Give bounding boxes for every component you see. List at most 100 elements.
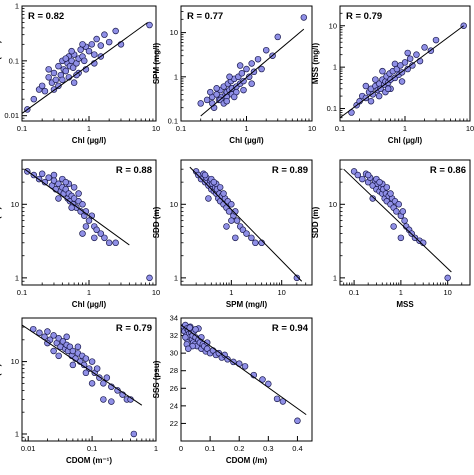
- data-point: [248, 80, 255, 87]
- data-point: [240, 86, 247, 94]
- data-point: [273, 395, 281, 403]
- x-axis-label: Chl (µg/l): [388, 136, 423, 145]
- x-tick-label: 0.1: [349, 288, 359, 297]
- y-tick-label: 0.1: [9, 56, 19, 65]
- x-tick-label: 10: [152, 288, 160, 297]
- data-point: [105, 239, 113, 247]
- data-point: [232, 208, 239, 215]
- data-point: [223, 97, 231, 105]
- data-point: [398, 78, 406, 85]
- y-axis-label: SDD (m): [0, 363, 2, 395]
- data-point: [404, 49, 411, 57]
- data-point: [55, 335, 62, 342]
- x-tick-label: 0.1: [205, 444, 215, 453]
- scatter-panel-chl-spm: 0.1 1 10 0.1 1 10 Chl (µg/l) SPM (mg/l) R = 0.77: [143, 5, 316, 155]
- data-point: [97, 230, 105, 237]
- y-tick-label: 10: [329, 200, 337, 209]
- y-tick-label: 1: [15, 273, 19, 282]
- data-point: [146, 274, 153, 282]
- data-point: [182, 334, 189, 341]
- data-point: [213, 85, 220, 92]
- data-point: [393, 208, 400, 215]
- scatter-panel-spm-sdd: 1 10 1 10 SPM (mg/l) SDD (m) R = 0.89: [143, 159, 316, 319]
- data-point: [300, 14, 308, 21]
- data-point: [62, 55, 70, 62]
- data-point: [236, 62, 244, 69]
- regression-line: [24, 168, 130, 246]
- scatter-plot-svg: 0.1 1 10 1 10 MSS SDD (m) R = 0.86: [311, 159, 471, 309]
- data-point: [238, 70, 246, 77]
- y-tick-label: 1: [15, 429, 19, 438]
- data-point: [369, 91, 377, 98]
- regression-line: [22, 324, 143, 406]
- data-point: [203, 96, 211, 104]
- data-point: [62, 178, 70, 186]
- x-tick-label: 1: [154, 444, 158, 453]
- data-point: [293, 274, 301, 282]
- data-point: [379, 67, 386, 75]
- data-point: [362, 82, 370, 90]
- y-tick-label: 34: [170, 314, 178, 323]
- scatter-plot-svg: 0.1 1 10 0.1 1 10 Chl (µg/l) MSS (mg/l) R = 0.79: [311, 5, 474, 145]
- x-tick-label: 1: [229, 288, 233, 297]
- x-axis-label: MSS: [396, 300, 414, 309]
- data-point: [248, 234, 255, 242]
- data-point: [369, 195, 376, 202]
- data-point: [432, 36, 440, 44]
- data-point: [62, 67, 70, 75]
- data-point: [101, 31, 108, 38]
- scatter-plot-svg: 0.1 1 10 0.01 0.1 1 Chl (µg/l) CDOM (m⁻¹) R = 0.…: [0, 2, 160, 146]
- data-point: [69, 64, 77, 71]
- data-point: [50, 347, 57, 355]
- data-point: [205, 195, 212, 202]
- data-point: [50, 69, 58, 77]
- regression-line: [22, 22, 148, 114]
- data-point: [401, 59, 409, 66]
- data-point: [232, 234, 239, 242]
- x-tick-label: 0.4: [292, 444, 302, 453]
- data-point: [364, 171, 372, 179]
- data-point: [77, 46, 84, 53]
- data-point: [130, 430, 138, 438]
- data-point: [221, 351, 228, 359]
- data-point: [45, 66, 52, 73]
- data-point: [85, 47, 93, 55]
- data-point: [444, 274, 451, 282]
- scatter-panel-mss-sdd: 0.1 1 10 1 10 MSS SDD (m) R = 0.86: [302, 159, 474, 319]
- points-group: [181, 321, 307, 425]
- data-point: [203, 345, 211, 353]
- data-point: [101, 234, 108, 242]
- data-point: [59, 76, 66, 84]
- data-point: [192, 326, 199, 333]
- data-point: [210, 178, 218, 186]
- data-point: [228, 201, 235, 208]
- data-point: [203, 339, 211, 346]
- data-point: [209, 100, 216, 107]
- data-point: [36, 329, 43, 337]
- data-point: [88, 358, 96, 365]
- data-point: [100, 380, 107, 387]
- data-point: [45, 74, 52, 81]
- data-point: [397, 234, 405, 242]
- x-tick-label: 10: [466, 124, 474, 133]
- x-axis-label: CDOM (/m): [226, 456, 268, 465]
- points-group: [24, 168, 153, 282]
- data-point: [44, 328, 51, 335]
- y-tick-label: 10: [329, 21, 337, 30]
- data-point: [185, 345, 192, 353]
- data-point: [406, 55, 414, 62]
- data-point: [70, 184, 78, 191]
- data-point: [93, 365, 101, 372]
- data-point: [108, 398, 115, 405]
- y-tick-label: 10: [170, 200, 178, 209]
- data-point: [248, 60, 255, 67]
- y-tick-label: 1: [15, 2, 19, 11]
- x-tick-label: 0.01: [21, 444, 36, 453]
- data-point: [41, 87, 49, 95]
- data-point: [55, 195, 62, 202]
- scatter-panel-cdom-sss: 0 0.1 0.2 0.3 0.4 22 24 26 28 30 32 34 CDOM (/m) SSS …: [143, 314, 316, 475]
- data-point: [73, 71, 80, 79]
- data-point: [197, 100, 204, 107]
- data-point: [387, 190, 394, 197]
